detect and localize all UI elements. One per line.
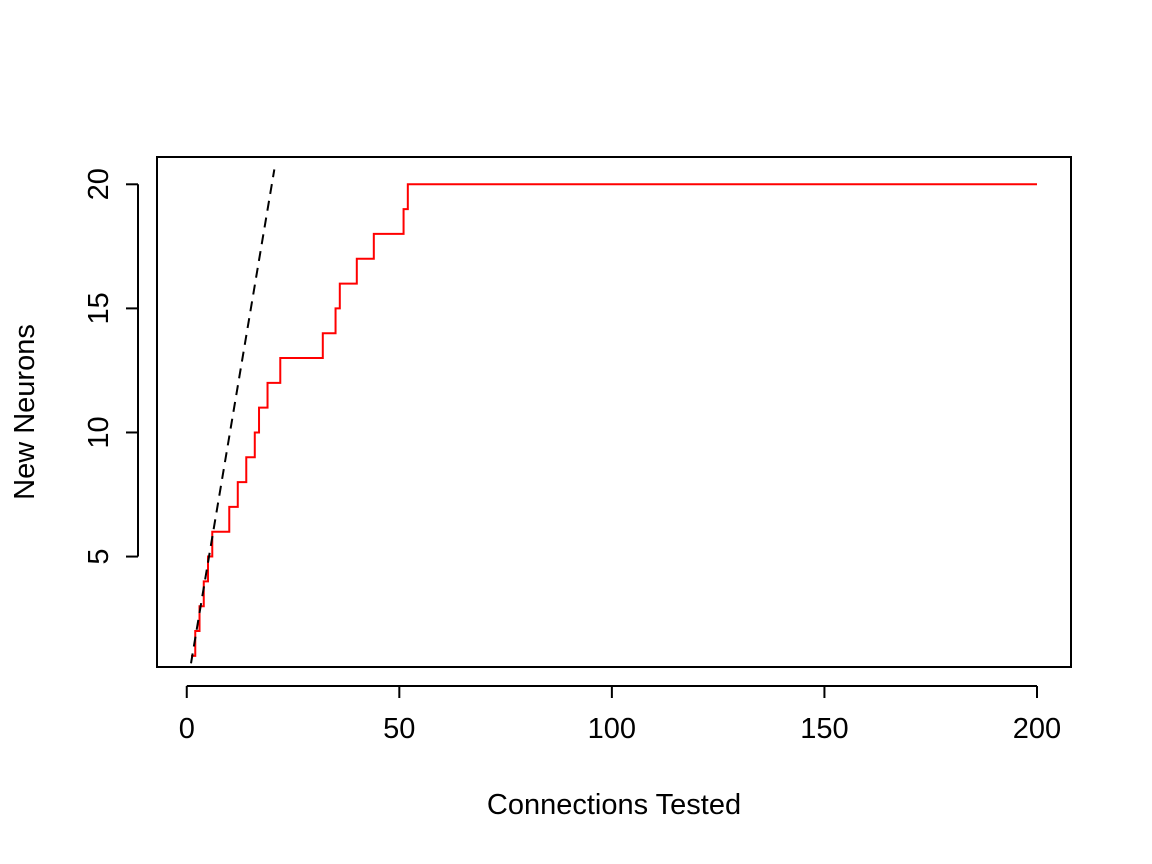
y-axis: 5 10 15 20 bbox=[83, 168, 139, 565]
x-axis: 0 50 100 150 200 bbox=[179, 685, 1061, 745]
x-axis-title: Connections Tested bbox=[487, 789, 741, 821]
x-tick-label: 50 bbox=[383, 713, 415, 745]
y-tick-label: 10 bbox=[83, 416, 115, 448]
series-layer bbox=[190, 169, 1037, 664]
y-tick-label: 5 bbox=[83, 548, 115, 564]
x-tick-label: 200 bbox=[1013, 713, 1061, 745]
y-axis-title: New Neurons bbox=[9, 324, 41, 500]
y-tick-label: 20 bbox=[83, 168, 115, 200]
y-tick-label: 15 bbox=[83, 292, 115, 324]
series-line-reference bbox=[190, 169, 276, 664]
series-line-new-neurons bbox=[191, 183, 1037, 657]
x-tick-label: 0 bbox=[179, 713, 195, 745]
x-tick-label: 150 bbox=[800, 713, 848, 745]
x-tick-label: 100 bbox=[588, 713, 636, 745]
plot-frame bbox=[156, 156, 1072, 668]
